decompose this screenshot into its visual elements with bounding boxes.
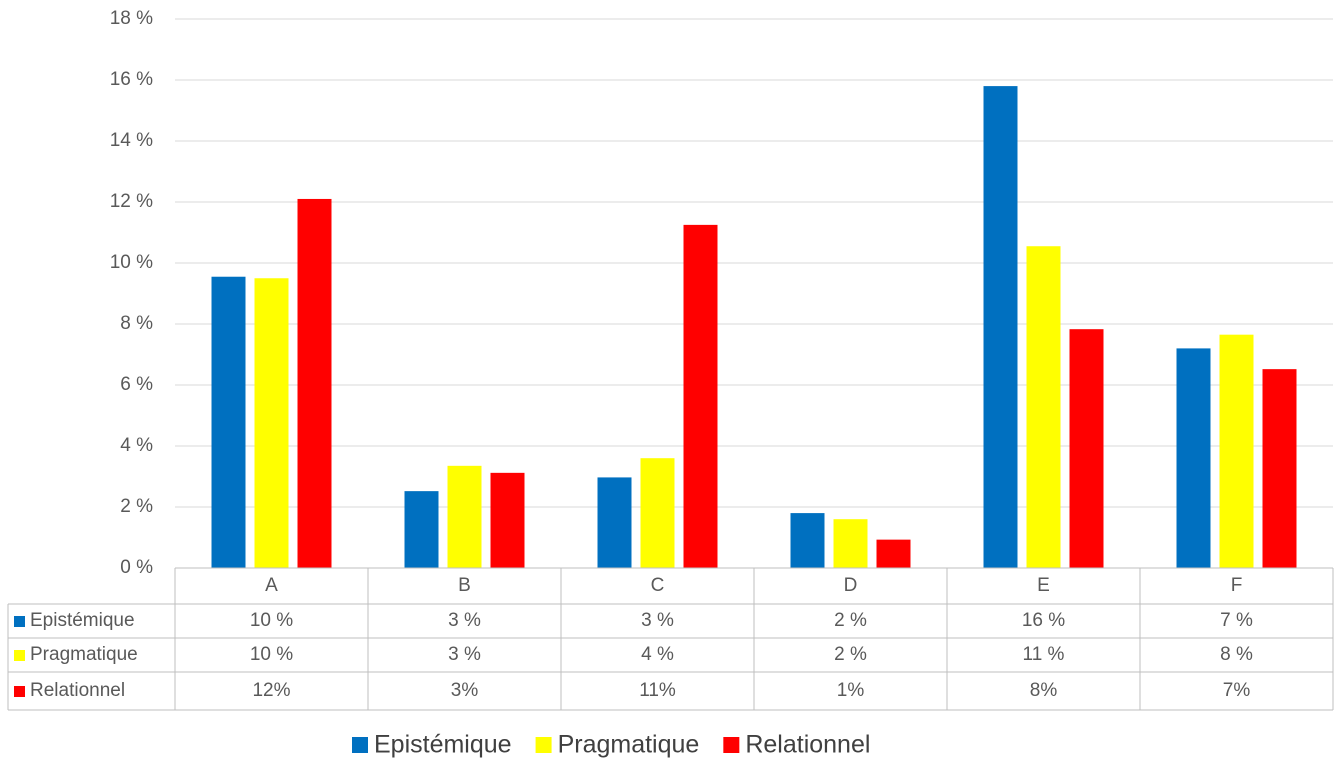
y-tick-label: 0 % bbox=[120, 557, 153, 578]
table-cell: 3 % bbox=[448, 610, 481, 631]
legend-key bbox=[535, 737, 552, 753]
bar bbox=[297, 198, 332, 568]
y-tick-label: 14 % bbox=[110, 130, 153, 151]
table-legend-key bbox=[14, 686, 25, 697]
bar bbox=[1176, 348, 1211, 568]
table-cell: 8 % bbox=[1220, 644, 1253, 665]
table-cell: 12% bbox=[252, 680, 290, 701]
legend-key bbox=[352, 737, 368, 753]
table-cell: 16 % bbox=[1022, 610, 1065, 631]
x-tick-label: D bbox=[844, 575, 858, 596]
y-tick-label: 8 % bbox=[120, 313, 153, 334]
x-tick-label: B bbox=[458, 575, 471, 596]
bar bbox=[683, 224, 718, 568]
bar bbox=[447, 465, 482, 568]
table-cell: 7 % bbox=[1220, 610, 1253, 631]
table-cell: 3 % bbox=[641, 610, 674, 631]
y-tick-label: 6 % bbox=[120, 374, 153, 395]
bar bbox=[1219, 334, 1254, 568]
x-tick-label: C bbox=[651, 575, 665, 596]
bar bbox=[1262, 369, 1297, 568]
legend-label: Pragmatique bbox=[558, 731, 700, 759]
y-tick-label: 10 % bbox=[110, 252, 153, 273]
table-cell: 8% bbox=[1030, 680, 1058, 701]
table-cell: 11 % bbox=[1023, 644, 1065, 665]
y-tick-label: 4 % bbox=[120, 435, 153, 456]
legend-label: Epistémique bbox=[374, 731, 512, 759]
bar bbox=[640, 458, 675, 568]
bar bbox=[983, 86, 1018, 568]
bar bbox=[876, 539, 911, 568]
table-row-header: Pragmatique bbox=[30, 644, 138, 665]
table-cell: 2 % bbox=[834, 610, 867, 631]
bar bbox=[211, 276, 246, 568]
legend-key bbox=[723, 737, 740, 753]
bar bbox=[790, 513, 825, 568]
table-cell: 11% bbox=[639, 680, 676, 701]
table-cell: 4 % bbox=[641, 644, 674, 665]
table-row-header: Relationnel bbox=[30, 680, 125, 701]
table-cell: 3% bbox=[451, 680, 479, 701]
bar bbox=[1026, 246, 1061, 568]
bar bbox=[597, 477, 632, 568]
table-row-header: Epistémique bbox=[30, 610, 135, 631]
y-tick-label: 16 % bbox=[110, 69, 153, 90]
table-cell: 10 % bbox=[250, 644, 293, 665]
table-legend-key bbox=[14, 650, 25, 661]
bar bbox=[490, 472, 525, 568]
table-cell: 10 % bbox=[250, 610, 293, 631]
table-cell: 7% bbox=[1223, 680, 1251, 701]
bar bbox=[404, 491, 439, 568]
bar bbox=[254, 278, 289, 568]
table-cell: 1% bbox=[837, 680, 865, 701]
x-tick-label: F bbox=[1231, 575, 1243, 596]
legend-label: Relationnel bbox=[745, 731, 870, 759]
table-cell: 2 % bbox=[834, 644, 867, 665]
bar bbox=[1069, 329, 1104, 568]
y-tick-label: 18 % bbox=[110, 8, 153, 29]
table-cell: 3 % bbox=[448, 644, 481, 665]
x-tick-label: E bbox=[1037, 575, 1050, 596]
y-tick-label: 2 % bbox=[120, 496, 153, 517]
bar bbox=[833, 519, 868, 568]
y-tick-label: 12 % bbox=[110, 191, 153, 212]
x-tick-label: A bbox=[265, 575, 278, 596]
table-legend-key bbox=[14, 616, 25, 627]
